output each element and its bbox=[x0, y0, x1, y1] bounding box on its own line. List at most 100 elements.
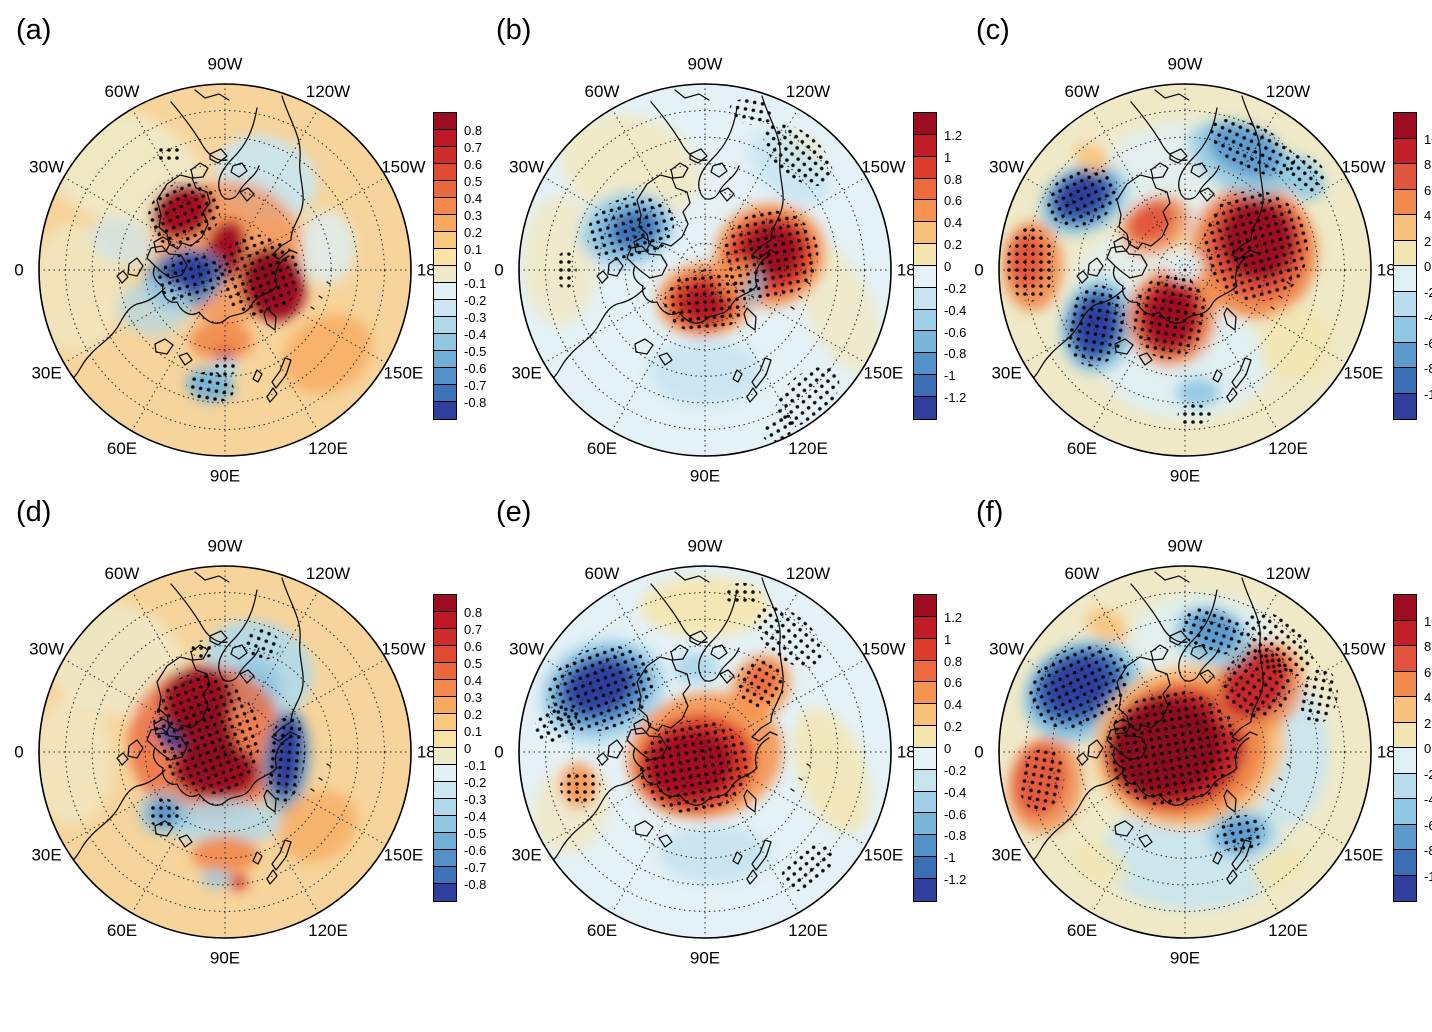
colorbar-tick: -2 bbox=[1424, 284, 1432, 300]
colorbar-cell bbox=[434, 181, 456, 198]
colorbar-scale bbox=[1393, 112, 1417, 420]
graticule bbox=[39, 84, 411, 456]
colorbar-cell bbox=[914, 726, 936, 748]
colorbar-tick: -0.4 bbox=[464, 327, 487, 342]
colorbar-cell bbox=[1394, 773, 1416, 799]
colorbar-tick: 0 bbox=[944, 741, 952, 756]
lon-label: 60E bbox=[1067, 439, 1097, 458]
graticule bbox=[519, 566, 891, 938]
colorbar-tick: -0.5 bbox=[464, 826, 487, 841]
colorbar-cell bbox=[914, 244, 936, 266]
colorbar-tick: -1 bbox=[944, 850, 956, 866]
lon-label: 0 bbox=[494, 261, 503, 280]
lon-label: 150W bbox=[861, 158, 905, 177]
colorbar-tick: -1.2 bbox=[944, 872, 967, 888]
colorbar-tick: -0.6 bbox=[944, 324, 967, 340]
colorbar-cell bbox=[914, 200, 936, 223]
colorbar-cell bbox=[1394, 646, 1416, 672]
colorbar-tick: 4 bbox=[1424, 690, 1432, 705]
map-boundary bbox=[518, 565, 892, 939]
lon-label: 120E bbox=[1268, 921, 1308, 940]
colorbar-tick: 0.2 bbox=[944, 237, 963, 253]
colorbar-cell bbox=[434, 164, 456, 181]
lon-label: 60W bbox=[105, 564, 140, 583]
colorbar-cell bbox=[914, 375, 936, 397]
colorbar-cell bbox=[1394, 748, 1416, 774]
lon-label: 120W bbox=[786, 82, 830, 101]
colorbar-tick: -0.1 bbox=[464, 758, 487, 773]
colorbar-cell bbox=[914, 813, 936, 836]
colorbar-cell bbox=[434, 334, 456, 351]
lon-label: 0 bbox=[974, 743, 983, 762]
colorbar-tick: 0 bbox=[464, 741, 472, 756]
colorbar-cell bbox=[434, 867, 456, 884]
colorbar-cell bbox=[434, 249, 456, 266]
colorbar-cell bbox=[1394, 595, 1416, 621]
colorbar-tick: 0.5 bbox=[464, 656, 483, 671]
anomaly-field bbox=[519, 566, 891, 938]
graticule bbox=[519, 84, 891, 456]
map-boundary bbox=[518, 83, 892, 457]
colorbar-tick: 0.2 bbox=[464, 707, 483, 722]
colorbar-cell bbox=[1394, 393, 1416, 419]
coastlines bbox=[550, 89, 811, 403]
lon-label: 120E bbox=[788, 921, 828, 940]
map-boundary bbox=[38, 83, 412, 457]
colorbar-tick: 0.4 bbox=[464, 673, 483, 688]
colorbar-tick: -0.3 bbox=[464, 792, 487, 807]
colorbar-cell bbox=[434, 680, 456, 697]
colorbar-tick: -0.2 bbox=[464, 775, 487, 790]
colorbar-tick: -0.2 bbox=[944, 762, 967, 778]
colorbar-cell bbox=[914, 747, 936, 770]
lon-label: 90W bbox=[208, 55, 243, 74]
colorbar-cell bbox=[1394, 875, 1416, 901]
colorbar-cell bbox=[914, 178, 936, 201]
lon-label: 60E bbox=[107, 439, 137, 458]
colorbar-cell bbox=[914, 857, 936, 879]
colorbar-cell bbox=[434, 130, 456, 147]
lon-label: 120W bbox=[306, 564, 350, 583]
colorbar-cell bbox=[434, 714, 456, 731]
lon-label: 150E bbox=[864, 364, 904, 383]
colorbar-tick: -0.8 bbox=[464, 395, 487, 410]
colorbar-scale bbox=[1393, 594, 1417, 902]
lon-label: 120W bbox=[1266, 82, 1310, 101]
lon-label: 30E bbox=[991, 846, 1021, 865]
map-boundary bbox=[38, 565, 412, 939]
lon-label: 30W bbox=[29, 158, 64, 177]
colorbar-cell bbox=[914, 113, 936, 135]
panel-label: (e) bbox=[496, 496, 532, 528]
colorbar-cell bbox=[434, 402, 456, 419]
lon-label: 60W bbox=[1065, 82, 1100, 101]
lon-label: 150W bbox=[381, 640, 425, 659]
colorbar-tick: 0.6 bbox=[464, 639, 483, 654]
lon-label: 90W bbox=[208, 537, 243, 556]
colorbar-tick: -0.8 bbox=[944, 828, 967, 844]
colorbar-cell bbox=[434, 884, 456, 901]
lon-label: 120E bbox=[308, 921, 348, 940]
lon-label: 30E bbox=[511, 364, 541, 383]
colorbar-cell bbox=[1394, 266, 1416, 292]
panel-f: (f) 90W 120W 150W 180 150E 120E 90E 60E 30E 0 30W 60… bbox=[960, 482, 1432, 968]
panel-b: (b) 90W 120W 150W 180 150E 120E 90E 60E 30E 0 30W 60… bbox=[480, 0, 966, 486]
colorbar-tick: 1 bbox=[944, 149, 952, 165]
lon-label: 90E bbox=[690, 949, 720, 968]
colorbar-tick: 0.3 bbox=[464, 208, 483, 223]
lon-label: 150E bbox=[864, 846, 904, 865]
colorbar-tick: -0.2 bbox=[944, 280, 967, 296]
colorbar-tick: -0.5 bbox=[464, 344, 487, 359]
lon-label: 30E bbox=[31, 364, 61, 383]
lon-label: 90E bbox=[1170, 949, 1200, 968]
colorbar-tick: -0.7 bbox=[464, 378, 487, 393]
colorbar-tick: -8 bbox=[1424, 843, 1432, 858]
colorbar-tick: 2 bbox=[1424, 233, 1432, 249]
colorbar-cell bbox=[434, 147, 456, 164]
lon-label: 60E bbox=[587, 439, 617, 458]
lon-label: 0 bbox=[974, 261, 983, 280]
panel-label: (b) bbox=[496, 14, 532, 46]
colorbar-tick: 0 bbox=[1424, 741, 1432, 756]
colorbar-tick: -6 bbox=[1424, 335, 1432, 351]
